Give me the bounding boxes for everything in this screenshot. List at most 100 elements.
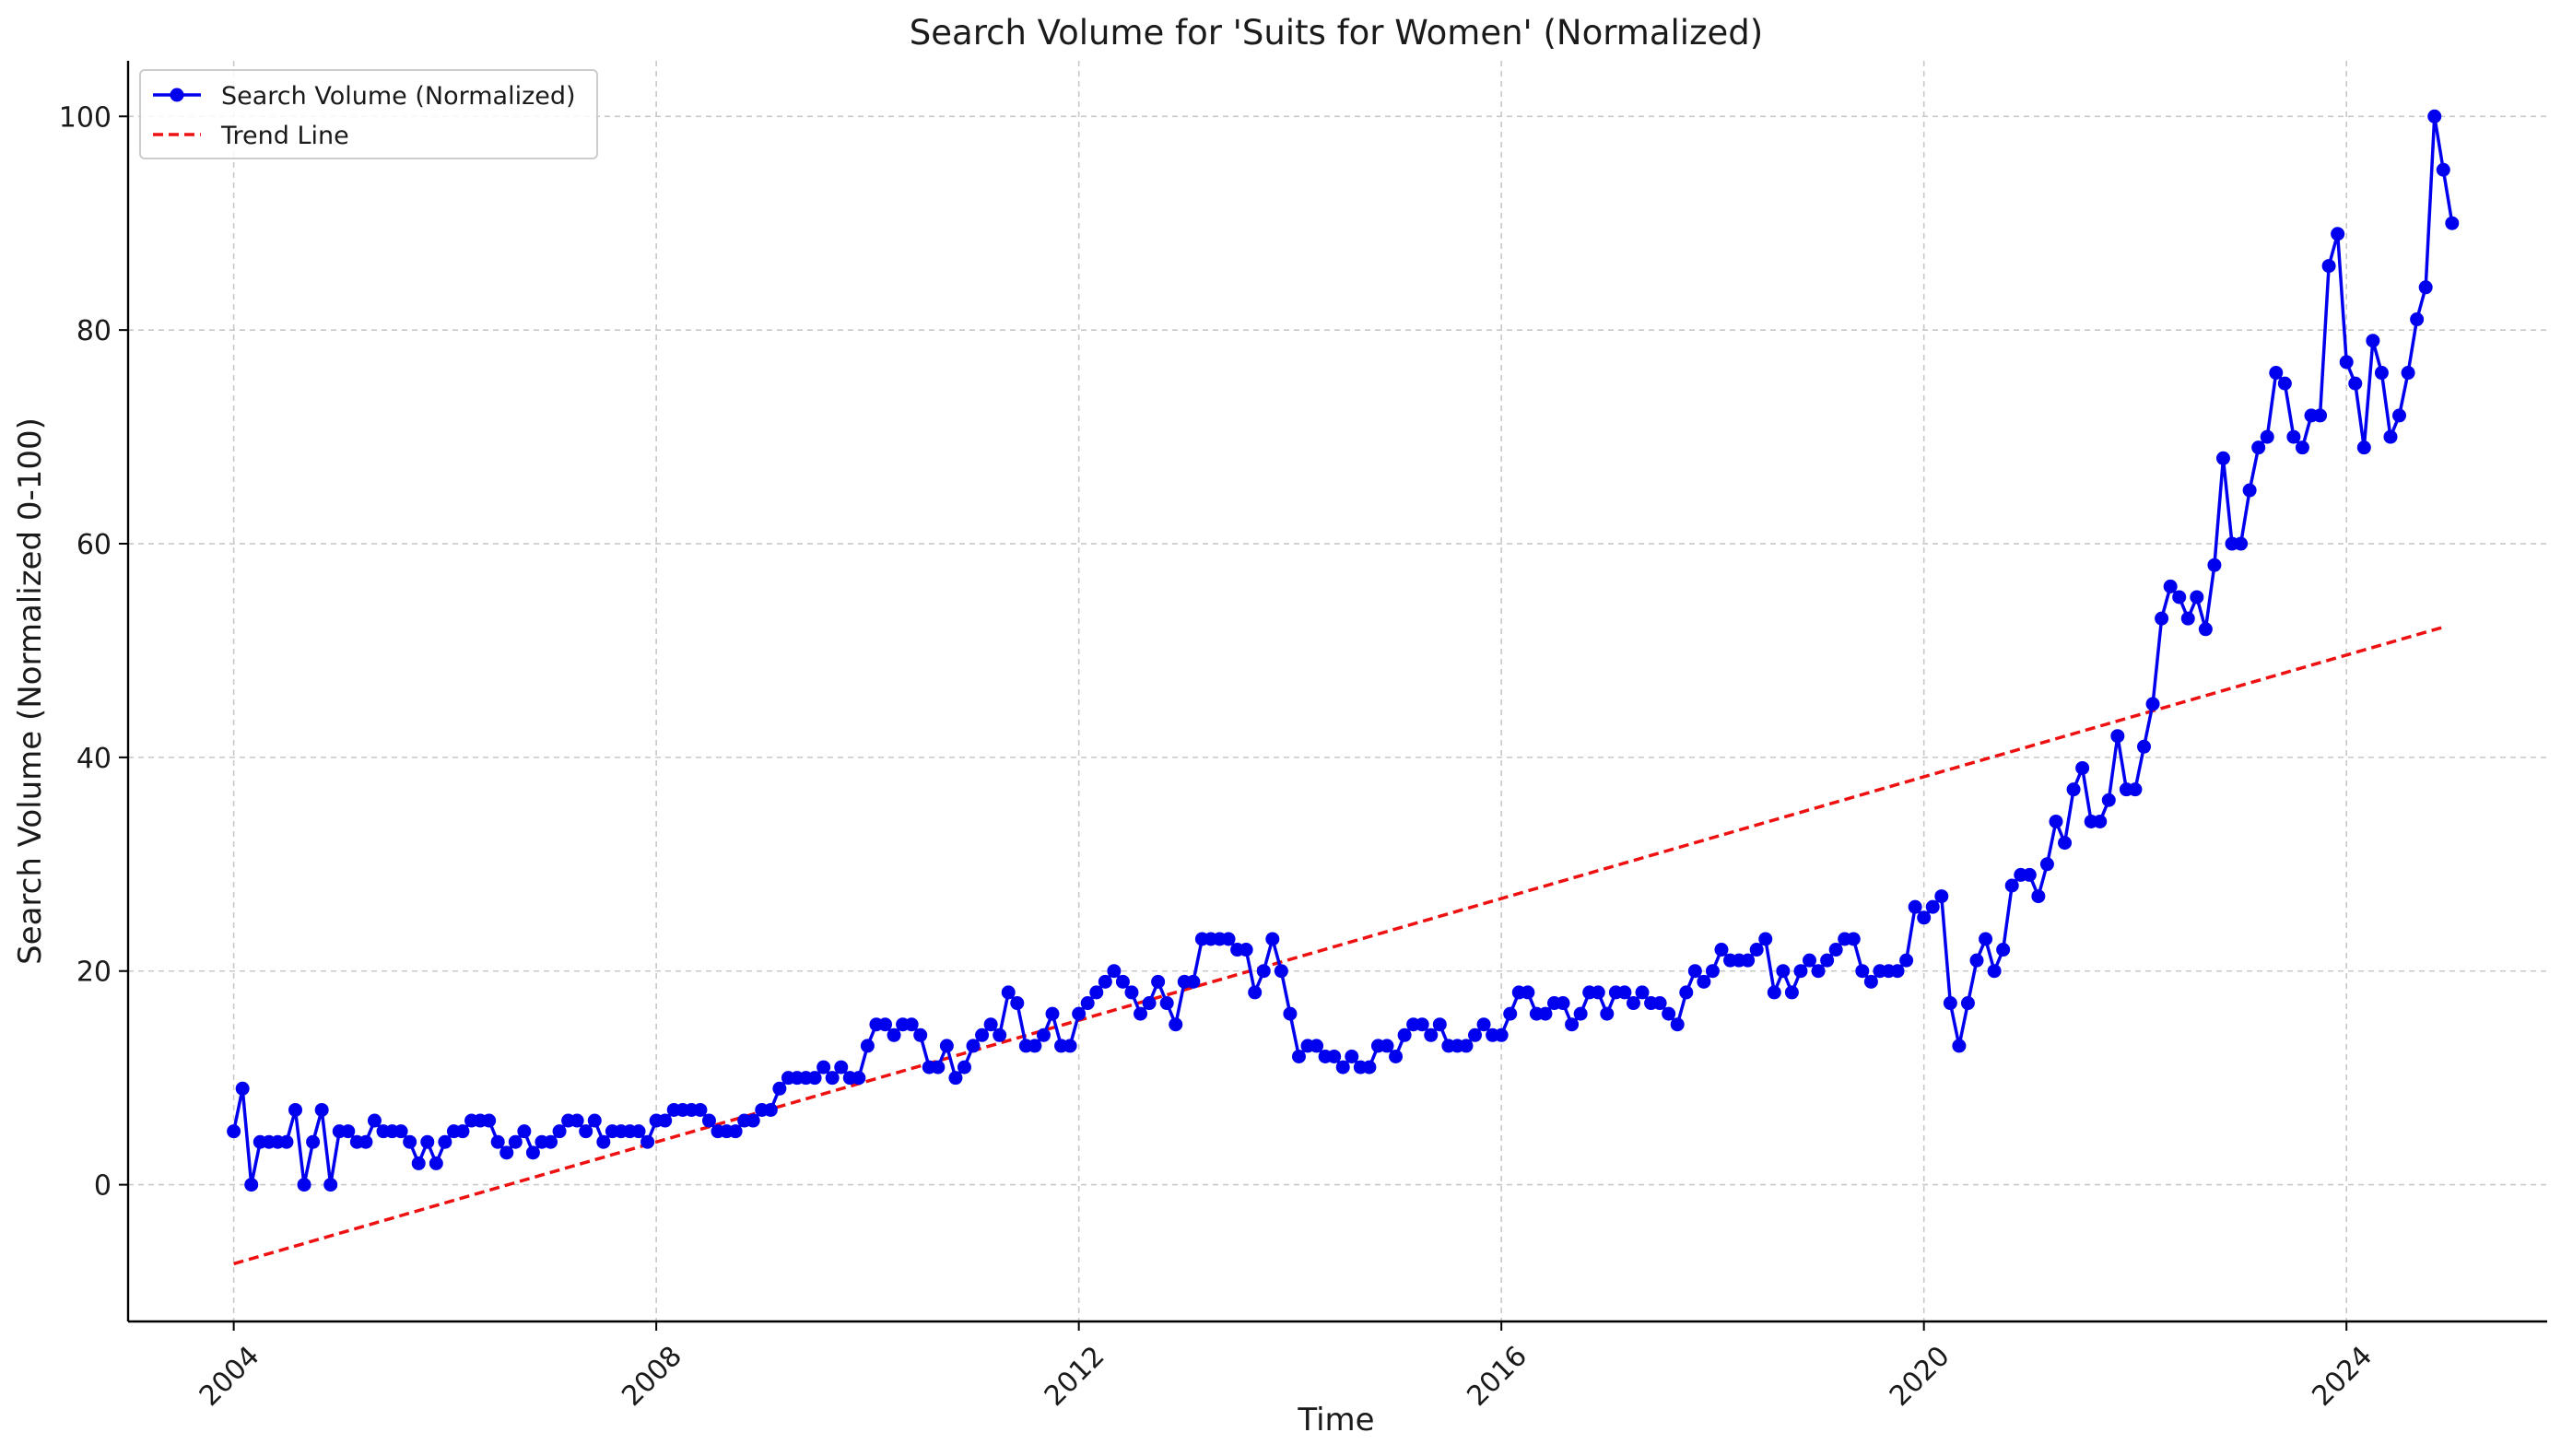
search-volume-point — [1291, 1049, 1306, 1063]
search-volume-point — [948, 1071, 963, 1086]
search-volume-point — [490, 1134, 505, 1149]
search-volume-point — [1793, 964, 1808, 979]
x-tick-label: 2016 — [1461, 1340, 1533, 1413]
y-tick-label: 0 — [94, 1170, 112, 1203]
search-volume-point — [1925, 899, 1940, 914]
search-volume-point — [2313, 408, 2328, 423]
search-volume-point — [975, 1027, 990, 1042]
search-volume-point — [1134, 1006, 1148, 1021]
search-volume-point — [2277, 376, 2292, 391]
search-volume-point — [939, 1039, 954, 1053]
search-volume-point — [2383, 429, 2398, 444]
x-tick-label: 2012 — [1039, 1340, 1111, 1413]
search-volume-point — [2366, 334, 2380, 348]
search-volume-point — [1697, 974, 1711, 989]
search-volume-point — [2066, 782, 2081, 797]
search-volume-point — [1538, 1006, 1553, 1021]
search-volume-point — [2401, 366, 2415, 381]
search-volume-point — [2215, 451, 2230, 465]
search-volume-point — [931, 1060, 946, 1074]
search-volume-point — [455, 1124, 470, 1139]
x-tick-label: 2004 — [194, 1340, 266, 1413]
search-volume-point — [1987, 964, 2002, 979]
trend-line-layer — [233, 625, 2445, 1266]
search-volume-point — [1028, 1039, 1042, 1053]
search-volume-point — [1591, 985, 1605, 1000]
search-volume-point — [411, 1156, 426, 1170]
search-volume-point — [297, 1178, 311, 1192]
search-volume-point — [1142, 996, 1157, 1011]
search-volume-point — [2269, 366, 2284, 381]
search-volume-point — [2031, 889, 2046, 904]
x-tick-label: 2020 — [1884, 1340, 1956, 1413]
search-volume-point — [825, 1071, 840, 1086]
search-volume-point — [852, 1071, 866, 1086]
search-volume-point — [235, 1081, 250, 1096]
search-volume-point — [1239, 943, 1253, 957]
search-volume-point — [394, 1124, 408, 1139]
search-volume-point — [2286, 429, 2301, 444]
search-volume-point — [1036, 1027, 1051, 1042]
search-volume-point — [1186, 974, 1201, 989]
search-volume-point — [244, 1178, 259, 1192]
search-volume-point — [2101, 793, 2116, 807]
search-volume-point — [807, 1071, 822, 1086]
search-volume-point — [860, 1039, 875, 1053]
search-volume-point — [227, 1124, 241, 1139]
search-volume-point — [2251, 440, 2266, 455]
search-volume-point — [701, 1113, 716, 1128]
legend-box — [139, 69, 598, 159]
search-volume-point — [2418, 280, 2433, 295]
search-volume-point — [1565, 1017, 1580, 1032]
search-volume-point — [2331, 227, 2345, 241]
search-volume-point — [1979, 932, 1993, 946]
search-volume-point — [525, 1145, 540, 1160]
search-volume-point — [403, 1134, 417, 1149]
search-volume-point — [1063, 1039, 1077, 1053]
search-volume-point — [1600, 1006, 1615, 1021]
search-volume-point — [2075, 760, 2090, 775]
search-volume-point — [1335, 1060, 1350, 1074]
search-volume-point — [1248, 985, 1263, 1000]
search-volume-point — [957, 1060, 971, 1074]
search-volume-point — [1476, 1017, 1491, 1032]
search-volume-point — [2392, 408, 2407, 423]
search-volume-point — [1670, 1017, 1685, 1032]
search-volume-point — [1776, 964, 1791, 979]
search-volume-point — [1389, 1049, 1404, 1063]
search-volume-point — [306, 1134, 321, 1149]
search-volume-point — [1573, 1006, 1588, 1021]
grid-lines — [128, 61, 2547, 1321]
search-volume-point — [2427, 109, 2442, 123]
legend-search-volume-swatch-marker — [170, 88, 184, 102]
search-volume-point — [2022, 867, 2037, 882]
search-volume-point — [1080, 996, 1095, 1011]
search-volume-point — [1952, 1039, 1967, 1053]
search-volume-point — [1151, 974, 1166, 989]
search-volume-point — [544, 1134, 558, 1149]
search-volume-point — [1159, 996, 1174, 1011]
search-volume-point — [1758, 932, 1773, 946]
search-volume-point — [728, 1124, 743, 1139]
search-volume-point — [2155, 611, 2169, 626]
search-volume-point — [1803, 953, 1817, 968]
search-volume-point — [508, 1134, 523, 1149]
search-volume-point — [288, 1102, 302, 1117]
search-volume-point — [658, 1113, 673, 1128]
search-volume-point — [834, 1060, 849, 1074]
y-tick-label: 60 — [76, 529, 112, 561]
search-volume-point — [1362, 1060, 1377, 1074]
search-volume-point — [887, 1027, 901, 1042]
search-volume-point — [2137, 739, 2151, 754]
search-volume-point — [2436, 162, 2450, 177]
search-volume-point — [772, 1081, 787, 1096]
search-volume-point — [2445, 216, 2460, 230]
search-volume-point — [1855, 964, 1870, 979]
search-volume-point — [966, 1039, 981, 1053]
search-volume-point — [1115, 974, 1130, 989]
search-volume-point — [1415, 1017, 1429, 1032]
x-tick-label: 2008 — [616, 1340, 688, 1413]
search-volume-point — [1169, 1017, 1183, 1032]
search-volume-point — [1010, 996, 1025, 1011]
search-volume-point — [341, 1124, 356, 1139]
